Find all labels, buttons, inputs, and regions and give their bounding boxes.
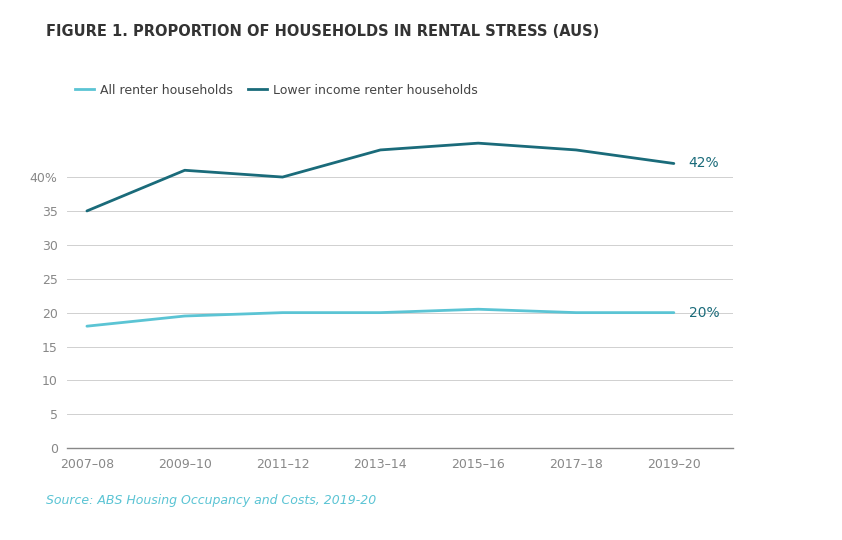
Text: Source: ABS Housing Occupancy and Costs, 2019-20: Source: ABS Housing Occupancy and Costs,… — [46, 494, 376, 507]
Legend: All renter households, Lower income renter households: All renter households, Lower income rent… — [70, 78, 483, 102]
Text: 42%: 42% — [689, 157, 719, 171]
Text: 20%: 20% — [689, 306, 719, 320]
Text: FIGURE 1. PROPORTION OF HOUSEHOLDS IN RENTAL STRESS (AUS): FIGURE 1. PROPORTION OF HOUSEHOLDS IN RE… — [46, 24, 600, 39]
